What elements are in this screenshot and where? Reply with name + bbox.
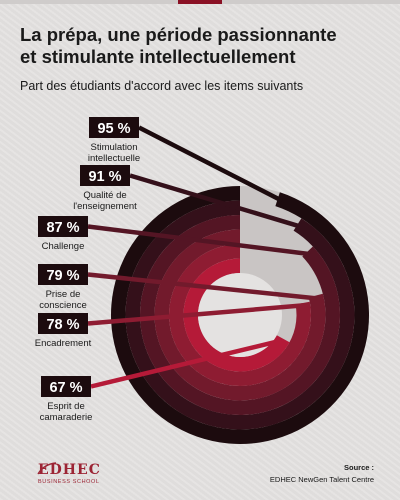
leader-line-3 — [87, 224, 311, 257]
category-label-6-line-2: camaraderie — [40, 412, 93, 423]
source-label: Source : — [343, 463, 374, 472]
leader-line-1 — [137, 125, 283, 203]
leader-line-4 — [87, 272, 317, 301]
category-label-2-line-1: Qualité de — [83, 190, 126, 201]
category-label-3-line-1: Challenge — [42, 241, 85, 252]
top-bar — [0, 0, 400, 4]
value-label-2: 91 % — [88, 169, 121, 185]
category-label-4-line-2: conscience — [39, 300, 87, 311]
chart-subtitle: Part des étudiants d'accord avec les ite… — [20, 79, 304, 93]
edhec-logo — [37, 462, 57, 475]
leader-line-5 — [87, 303, 304, 326]
title-line-1: La prépa, une période passionnante — [20, 24, 337, 45]
source-text: EDHEC NewGen Talent Centre — [269, 475, 374, 484]
page-title: La prépa, une période passionnante et st… — [20, 24, 390, 68]
top-bar-accent — [178, 0, 222, 4]
category-label-1-line-2: intellectuelle — [88, 153, 140, 164]
value-label-1: 95 % — [97, 121, 130, 137]
title-line-2: et stimulante intellectuellement — [20, 46, 296, 67]
value-label-3: 87 % — [46, 220, 79, 236]
leader-line-6 — [90, 338, 283, 389]
value-label-5: 78 % — [46, 317, 79, 333]
category-label-6-line-1: Esprit de — [47, 401, 85, 412]
leader-line-2 — [129, 173, 302, 229]
value-label-6: 67 % — [49, 380, 82, 396]
value-box-3 — [38, 216, 88, 237]
category-label-2-line-2: l'enseignement — [73, 201, 137, 212]
source-note: Source : EDHEC NewGen Talent Centre — [270, 462, 374, 486]
value-box-2 — [80, 165, 130, 186]
value-box-4 — [38, 264, 88, 285]
category-label-1-line-1: Stimulation — [91, 142, 138, 153]
logo-swoosh — [37, 462, 57, 475]
category-label-5-line-1: Encadrement — [35, 338, 92, 349]
logo-name: EDHEC — [38, 462, 101, 478]
value-label-4: 79 % — [46, 268, 79, 284]
category-label-4-line-1: Prise de — [46, 289, 81, 300]
logo-subtitle: BUSINESS SCHOOL — [38, 479, 100, 485]
value-box-1 — [89, 117, 139, 138]
value-box-6 — [41, 376, 91, 397]
value-box-5 — [38, 313, 88, 334]
